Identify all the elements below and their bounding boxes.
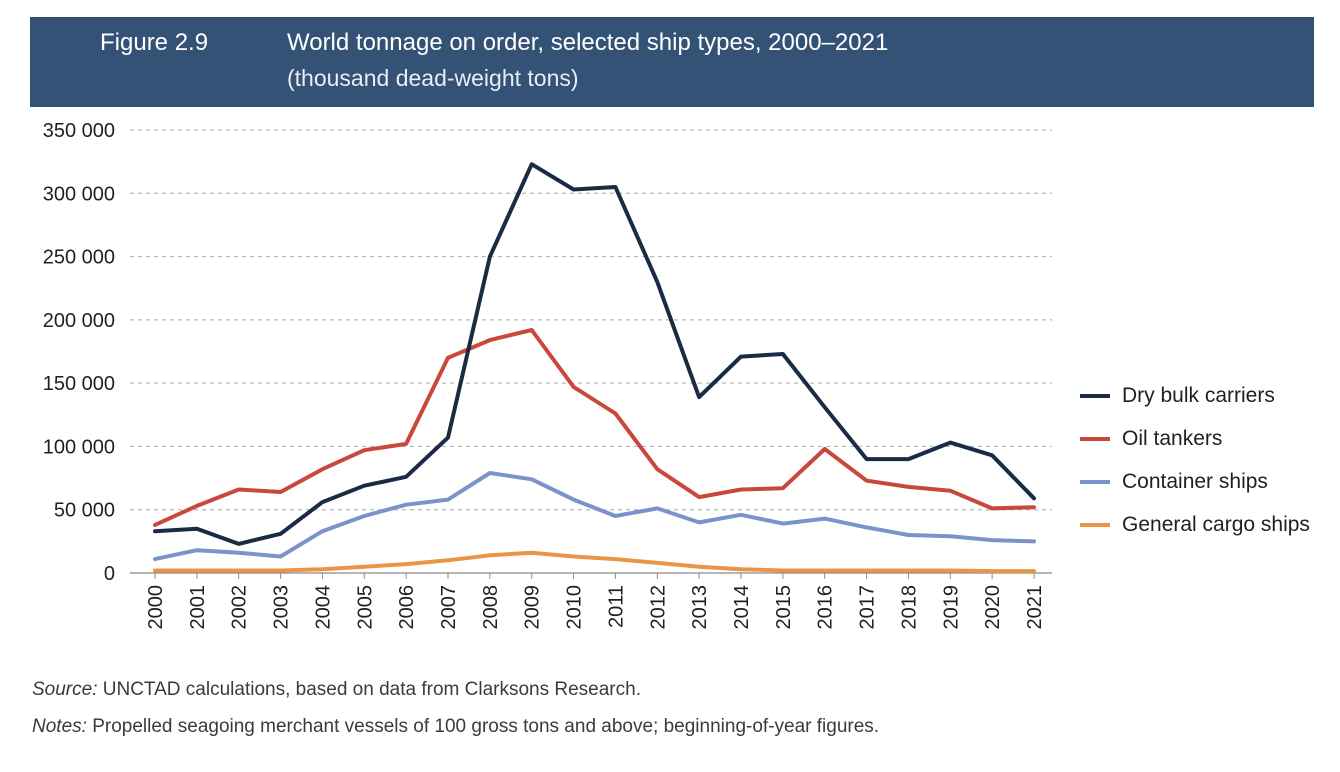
x-tick-label: 2008 <box>480 585 502 630</box>
y-tick-label: 250 000 <box>43 247 115 269</box>
notes-text: Propelled seagoing merchant vessels of 1… <box>86 716 880 737</box>
legend-swatch-oil-tankers <box>1080 436 1110 441</box>
x-tick-label: 2012 <box>647 585 669 630</box>
source-note: Source: UNCTAD calculations, based on da… <box>32 679 641 701</box>
legend-item-container-ships: Container ships <box>1080 460 1310 503</box>
x-tick-label: 2020 <box>982 585 1004 630</box>
y-tick-label: 100 000 <box>43 436 115 458</box>
legend-swatch-container-ships <box>1080 479 1110 484</box>
gridlines <box>130 129 1052 574</box>
series-line-container-ships <box>153 471 1036 562</box>
series-line-oil-tankers <box>153 328 1036 527</box>
y-tick-label: 300 000 <box>43 183 115 205</box>
y-tick-label: 0 <box>104 563 115 585</box>
y-tick-label: 200 000 <box>43 310 115 332</box>
x-tick-label: 2010 <box>564 585 586 630</box>
x-tick-label: 2001 <box>187 585 209 630</box>
series-line-general-cargo-ships <box>153 550 1036 574</box>
x-tick-label: 2004 <box>312 585 334 630</box>
legend-swatch-dry-bulk <box>1080 393 1110 398</box>
x-tick-label: 2007 <box>438 585 460 630</box>
legend-label-dry-bulk: Dry bulk carriers <box>1122 383 1275 407</box>
x-axis-tick-labels: 2000 2001 2002 2003 2004 2005 2006 2007 2008 2009… <box>145 573 1046 630</box>
series-lines <box>153 162 1036 574</box>
legend-swatch-general-cargo <box>1080 522 1110 527</box>
notes: Notes: Propelled seagoing merchant vesse… <box>32 716 879 738</box>
chart-subtitle: (thousand dead-weight tons) <box>287 65 579 91</box>
x-tick-label: 2015 <box>773 585 795 630</box>
legend-label-general-cargo: General cargo ships <box>1122 512 1310 536</box>
source-label: Source: <box>32 679 98 700</box>
x-tick-label: 2009 <box>522 585 544 630</box>
chart-title: World tonnage on order, selected ship ty… <box>287 29 889 56</box>
legend-label-oil-tankers: Oil tankers <box>1122 426 1223 450</box>
legend-label-container-ships: Container ships <box>1122 469 1268 493</box>
x-tick-label: 2000 <box>145 585 167 630</box>
x-tick-label: 2006 <box>396 585 418 630</box>
x-tick-label: 2003 <box>271 585 293 630</box>
series-line-dry-bulk-carriers <box>153 162 1036 546</box>
legend: Dry bulk carriers Oil tankers Container … <box>1080 374 1310 546</box>
x-tick-label: 2005 <box>354 585 376 630</box>
x-tick-label: 2018 <box>898 585 920 630</box>
x-tick-label: 2014 <box>731 585 753 630</box>
x-tick-label: 2019 <box>940 585 962 630</box>
notes-label: Notes: <box>32 716 87 737</box>
y-tick-label: 150 000 <box>43 373 115 395</box>
y-tick-label: 350 000 <box>43 120 115 142</box>
x-tick-label: 2013 <box>689 585 711 630</box>
x-tick-label: 2017 <box>857 585 879 630</box>
legend-item-dry-bulk: Dry bulk carriers <box>1080 374 1310 417</box>
source-text: UNCTAD calculations, based on data from … <box>97 679 641 700</box>
figure-number: Figure 2.9 <box>100 29 209 56</box>
x-tick-label: 2016 <box>815 585 837 630</box>
legend-item-oil-tankers: Oil tankers <box>1080 417 1310 460</box>
figure-header: Figure 2.9 World tonnage on order, selec… <box>30 17 1314 107</box>
legend-item-general-cargo: General cargo ships <box>1080 503 1310 546</box>
x-tick-label: 2002 <box>229 585 251 630</box>
y-tick-label: 50 000 <box>54 500 115 522</box>
line-chart: 0 50 000 100 000 150 000 200 000 250 000 300 0… <box>43 120 1052 630</box>
x-tick-label: 2021 <box>1024 585 1046 630</box>
x-tick-label: 2011 <box>605 585 627 628</box>
y-axis-tick-labels: 0 50 000 100 000 150 000 200 000 250 000 300 0… <box>43 120 115 585</box>
